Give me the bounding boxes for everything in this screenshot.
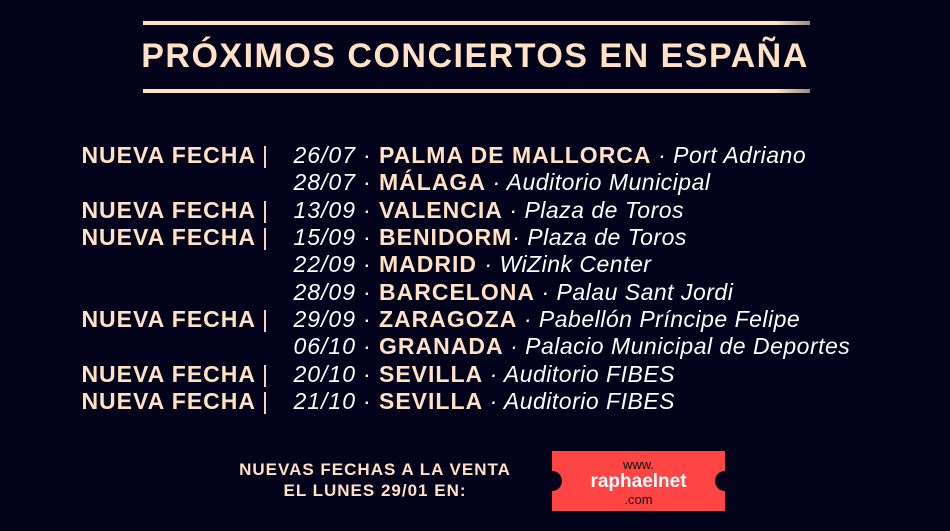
concert-row: NUEVA FECHA | 29/09 · ZARAGOZA · Pabellón Pr… bbox=[0, 306, 950, 333]
new-date-label: NUEVA FECHA bbox=[81, 142, 256, 168]
concert-row: NUEVA FECHA | 21/10 · SEVILLA · Auditorio FI… bbox=[0, 388, 950, 415]
dot-separator: · bbox=[363, 169, 371, 195]
concert-city: MÁLAGA · Auditorio Municipal bbox=[379, 169, 711, 196]
concert-venue: · Plaza de Toros bbox=[512, 224, 687, 250]
concert-city: SEVILLA · Auditorio FIBES bbox=[379, 361, 675, 388]
city-name: VALENCIA bbox=[379, 197, 502, 223]
dot-separator: · bbox=[363, 251, 371, 277]
concert-venue: · Palau Sant Jordi bbox=[541, 279, 734, 305]
city-name: MÁLAGA bbox=[379, 169, 486, 195]
dot-separator: · bbox=[363, 224, 371, 250]
concert-city: GRANADA · Palacio Municipal de Deportes bbox=[379, 333, 850, 360]
pipe-separator: | bbox=[262, 306, 268, 332]
sale-line-2: EL LUNES 29/01 EN: bbox=[283, 481, 467, 500]
concert-row: 28/09 · BARCELONA · Palau Sant Jordi bbox=[0, 279, 950, 306]
concert-city: ZARAGOZA · Pabellón Príncipe Felipe bbox=[379, 306, 800, 333]
new-date-label: NUEVA FECHA bbox=[81, 361, 256, 387]
ticket-notch-left bbox=[542, 471, 562, 491]
concert-row: NUEVA FECHA | 26/07 · PALMA DE MALLORCA · Po… bbox=[0, 142, 950, 169]
concert-venue: · WiZink Center bbox=[484, 251, 652, 277]
concert-city: MADRID · WiZink Center bbox=[379, 251, 651, 278]
concert-row: NUEVA FECHA | 20/10 · SEVILLA · Auditorio FI… bbox=[0, 361, 950, 388]
new-date-label: NUEVA FECHA bbox=[81, 388, 256, 414]
city-name: ZARAGOZA bbox=[379, 306, 517, 332]
city-name: BENIDORM bbox=[379, 224, 513, 250]
city-name: SEVILLA bbox=[379, 361, 483, 387]
ticket-www: www. bbox=[622, 457, 655, 472]
concert-venue: · Plaza de Toros bbox=[509, 197, 685, 223]
concert-date: 26/07 bbox=[293, 142, 356, 168]
new-date-label: NUEVA FECHA bbox=[81, 306, 256, 332]
concert-city: BENIDORM· Plaza de Toros bbox=[379, 224, 687, 251]
top-divider bbox=[143, 21, 810, 25]
concert-venue: · Auditorio FIBES bbox=[489, 361, 675, 387]
pipe-separator: | bbox=[262, 388, 268, 414]
concert-venue: · Port Adriano bbox=[658, 142, 807, 168]
concert-city: VALENCIA · Plaza de Toros bbox=[379, 197, 684, 224]
bottom-divider bbox=[143, 89, 810, 93]
pipe-separator: | bbox=[262, 197, 268, 223]
pipe-separator: | bbox=[262, 142, 268, 168]
city-name: SEVILLA bbox=[379, 388, 483, 414]
dot-separator: · bbox=[363, 197, 371, 223]
ticket-site-name: raphaelnet bbox=[590, 471, 687, 492]
raphaelnet-ticket-link[interactable]: www. raphaelnet .com bbox=[542, 451, 735, 511]
concert-date: 22/09 bbox=[293, 251, 356, 277]
new-date-label: NUEVA FECHA bbox=[81, 224, 256, 250]
ticket-notch-right bbox=[715, 471, 735, 491]
concert-row: 22/09 · MADRID · WiZink Center bbox=[0, 251, 950, 278]
pipe-separator: | bbox=[262, 224, 268, 250]
dot-separator: · bbox=[363, 333, 371, 359]
dot-separator: · bbox=[363, 142, 371, 168]
concert-date: 29/09 bbox=[293, 306, 356, 332]
concert-city: PALMA DE MALLORCA · Port Adriano bbox=[379, 142, 806, 169]
concert-date: 20/10 bbox=[293, 361, 356, 387]
concert-row: NUEVA FECHA | 13/09 · VALENCIA · Plaza de To… bbox=[0, 197, 950, 224]
concert-row: 06/10 · GRANADA · Palacio Municipal de Dep… bbox=[0, 333, 950, 360]
concert-date: 21/10 bbox=[293, 388, 356, 414]
concert-row: NUEVA FECHA | 15/09 · BENIDORM· Plaza de Tor… bbox=[0, 224, 950, 251]
city-name: GRANADA bbox=[379, 333, 503, 359]
concert-date: 06/10 bbox=[293, 333, 356, 359]
concert-venue: · Auditorio FIBES bbox=[489, 388, 675, 414]
sale-line-1: NUEVAS FECHAS A LA VENTA bbox=[239, 460, 511, 479]
concert-date: 28/07 bbox=[293, 169, 356, 195]
concert-date: 28/09 bbox=[293, 279, 356, 305]
concert-venue: · Pabellón Príncipe Felipe bbox=[523, 306, 801, 332]
ticket-domain: .com bbox=[624, 492, 653, 507]
sale-notice: NUEVAS FECHAS A LA VENTA EL LUNES 29/01 … bbox=[210, 459, 540, 501]
concert-row: 28/07 · MÁLAGA · Auditorio Municipal bbox=[0, 169, 950, 196]
page-title: PRÓXIMOS CONCIERTOS EN ESPAÑA bbox=[141, 37, 809, 75]
pipe-separator: | bbox=[262, 361, 268, 387]
dot-separator: · bbox=[363, 388, 371, 414]
concert-venue: · Auditorio Municipal bbox=[492, 169, 711, 195]
city-name: PALMA DE MALLORCA bbox=[379, 142, 651, 168]
concert-city: BARCELONA · Palau Sant Jordi bbox=[379, 279, 733, 306]
dot-separator: · bbox=[363, 279, 371, 305]
dot-separator: · bbox=[363, 361, 371, 387]
city-name: BARCELONA bbox=[379, 279, 535, 305]
city-name: MADRID bbox=[379, 251, 477, 277]
concert-date: 15/09 bbox=[293, 224, 356, 250]
dot-separator: · bbox=[363, 306, 371, 332]
concert-date: 13/09 bbox=[293, 197, 356, 223]
concert-venue: · Palacio Municipal de Deportes bbox=[510, 333, 851, 359]
new-date-label: NUEVA FECHA bbox=[81, 197, 256, 223]
concert-city: SEVILLA · Auditorio FIBES bbox=[379, 388, 675, 415]
